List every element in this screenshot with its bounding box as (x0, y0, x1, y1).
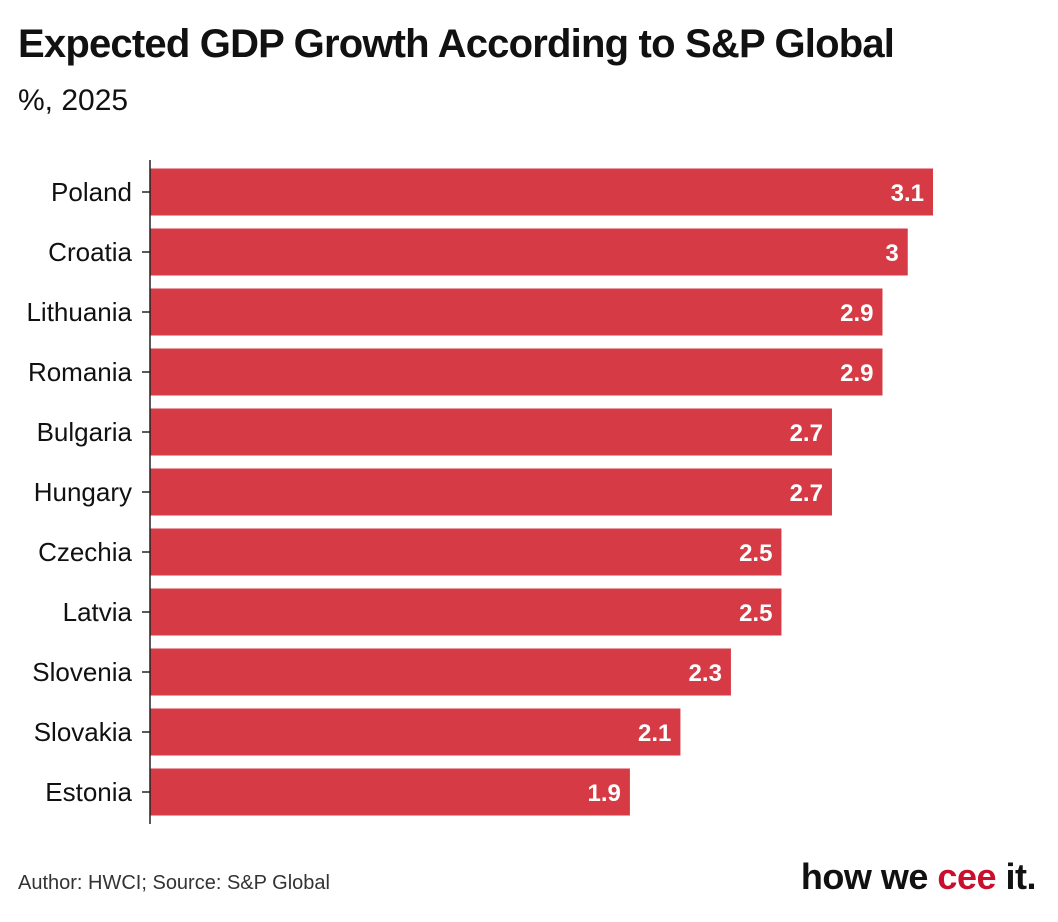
value-label-poland: 3.1 (891, 180, 924, 207)
bar-slovakia (150, 708, 681, 756)
bar-hungary (150, 468, 832, 516)
value-label-czechia: 2.5 (739, 540, 772, 567)
category-axis: Poland Croatia Lithuania Romania Bulgaria Hun… (26, 160, 151, 824)
source-note: Author: HWCI; Source: S&P Global (18, 872, 330, 894)
category-label-estonia: Estonia (45, 777, 132, 807)
category-label-czechia: Czechia (38, 537, 132, 567)
value-label-romania: 2.9 (840, 360, 873, 387)
category-label-poland: Poland (51, 177, 132, 207)
category-label-hungary: Hungary (34, 477, 132, 507)
value-label-hungary: 2.7 (790, 480, 823, 507)
category-label-lithuania: Lithuania (26, 297, 132, 327)
bar-romania (150, 348, 883, 396)
bar-latvia (150, 588, 782, 636)
category-label-romania: Romania (28, 357, 133, 387)
brand-suffix: it. (996, 856, 1037, 897)
chart-title: Expected GDP Growth According to S&P Glo… (18, 22, 895, 66)
bar-lithuania (150, 288, 883, 336)
bar-croatia (150, 228, 908, 276)
value-label-slovenia: 2.3 (689, 660, 722, 687)
category-label-croatia: Croatia (48, 237, 132, 267)
category-label-latvia: Latvia (63, 597, 133, 627)
value-label-croatia: 3 (885, 240, 898, 267)
bars-group: 3.1 3 2.9 2.9 2.7 2.7 2.5 2.5 2.3 2.1 1.9 (150, 168, 933, 816)
category-label-bulgaria: Bulgaria (37, 417, 133, 447)
bar-czechia (150, 528, 782, 576)
value-label-bulgaria: 2.7 (790, 420, 823, 447)
chart-subtitle: %, 2025 (18, 84, 129, 117)
bar-bulgaria (150, 408, 832, 456)
brand-logo: how we cee it. (800, 856, 1037, 898)
value-label-lithuania: 2.9 (840, 300, 873, 327)
bar-poland (150, 168, 933, 216)
bar-slovenia (150, 648, 731, 696)
bar-chart: 3.1 3 2.9 2.9 2.7 2.7 2.5 2.5 2.3 2.1 1.9 Poland Cr… (26, 160, 933, 824)
value-label-slovakia: 2.1 (638, 720, 671, 747)
value-label-estonia: 1.9 (588, 780, 621, 807)
bar-estonia (150, 768, 630, 816)
brand-accent: cee (937, 856, 996, 897)
category-label-slovenia: Slovenia (32, 657, 132, 687)
brand-prefix: how we (800, 856, 938, 897)
value-label-latvia: 2.5 (739, 600, 772, 627)
category-label-slovakia: Slovakia (34, 717, 133, 747)
